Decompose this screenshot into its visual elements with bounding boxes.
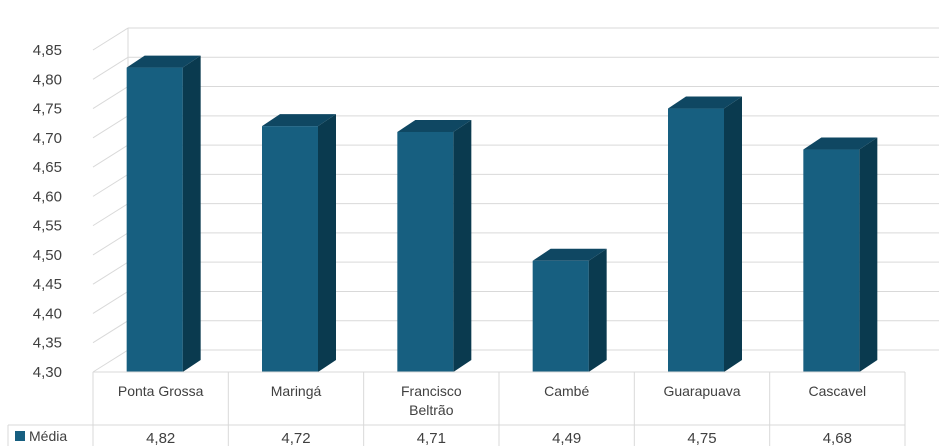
gridline-left-wall bbox=[92, 320, 129, 344]
y-tick-label: 4,35 bbox=[33, 335, 62, 352]
y-tick-label: 4,55 bbox=[33, 218, 62, 235]
y-tick-label: 4,80 bbox=[33, 71, 62, 88]
data-label: 4,75 bbox=[687, 430, 716, 446]
gridline-left-wall bbox=[92, 291, 129, 314]
bar-side-face bbox=[588, 248, 607, 372]
data-label: 4,49 bbox=[552, 430, 581, 446]
category-label: Guarapuava bbox=[663, 383, 740, 399]
data-label: 4,72 bbox=[281, 430, 310, 446]
bar-side-face bbox=[859, 137, 878, 372]
y-axis-tick-labels: 4,30 4,35 4,40 4,45 4,50 4,55 4,60 4,65 4,70 4,75… bbox=[33, 42, 62, 381]
y-tick-label: 4,85 bbox=[33, 42, 62, 59]
legend-swatch bbox=[15, 431, 25, 441]
legend-label: Média bbox=[29, 428, 67, 444]
bar bbox=[532, 248, 607, 372]
gridline-left-wall bbox=[92, 173, 129, 197]
data-label: 4,68 bbox=[823, 430, 852, 446]
category-label: Cambé bbox=[544, 383, 589, 399]
bar-top-face bbox=[126, 55, 201, 68]
bar-side-face bbox=[724, 96, 742, 372]
bar-front-face bbox=[126, 67, 183, 373]
bar-side-face bbox=[453, 119, 472, 372]
bar-top-face bbox=[668, 96, 742, 109]
y-tick-label: 4,70 bbox=[33, 130, 62, 147]
category-label: Francisco bbox=[401, 383, 462, 399]
bar-front-face bbox=[532, 260, 589, 372]
gridline-left-wall bbox=[92, 115, 129, 139]
bar bbox=[668, 96, 742, 372]
bar bbox=[262, 114, 336, 372]
bars bbox=[126, 55, 878, 373]
y-tick-label: 4,65 bbox=[33, 159, 62, 176]
bar-front-face bbox=[803, 149, 860, 372]
bar-top-face bbox=[397, 119, 472, 132]
bar-front-face bbox=[262, 126, 318, 372]
y-tick-label: 4,45 bbox=[33, 276, 62, 293]
bar-side-face bbox=[182, 55, 201, 373]
category-label: Maringá bbox=[271, 383, 322, 399]
y-tick-label: 4,40 bbox=[33, 305, 62, 322]
y-tick-label: 4,75 bbox=[33, 101, 62, 118]
gridline-left-wall bbox=[92, 261, 129, 285]
gridline-left-wall bbox=[92, 232, 129, 256]
gridline-left-wall bbox=[92, 203, 129, 227]
bar-side-face bbox=[318, 114, 336, 372]
bar bbox=[126, 55, 201, 373]
category-label: Cascavel bbox=[809, 383, 867, 399]
bar-top-face bbox=[262, 114, 336, 127]
bar-front-face bbox=[668, 108, 724, 372]
data-table: Ponta Grossa 4,82 Maringá 4,72 Francisco Belt… bbox=[7, 371, 906, 446]
y-tick-label: 4,30 bbox=[33, 364, 62, 381]
gridline-left-wall bbox=[92, 56, 129, 80]
bar bbox=[397, 119, 472, 372]
gridline-left-wall bbox=[92, 27, 129, 51]
bar-top-face bbox=[803, 137, 878, 150]
bar bbox=[803, 137, 878, 372]
y-tick-label: 4,50 bbox=[33, 247, 62, 264]
category-label: Beltrão bbox=[409, 402, 454, 418]
data-label: 4,71 bbox=[417, 430, 446, 446]
bar-top-face bbox=[532, 248, 607, 261]
y-tick-label: 4,60 bbox=[33, 188, 62, 205]
category-label: Ponta Grossa bbox=[118, 383, 204, 399]
gridline-left-wall bbox=[92, 349, 129, 373]
gridline-left-wall bbox=[92, 144, 129, 168]
bar-front-face bbox=[397, 131, 454, 372]
data-label: 4,82 bbox=[146, 430, 175, 446]
gridline-left-wall bbox=[92, 86, 129, 109]
